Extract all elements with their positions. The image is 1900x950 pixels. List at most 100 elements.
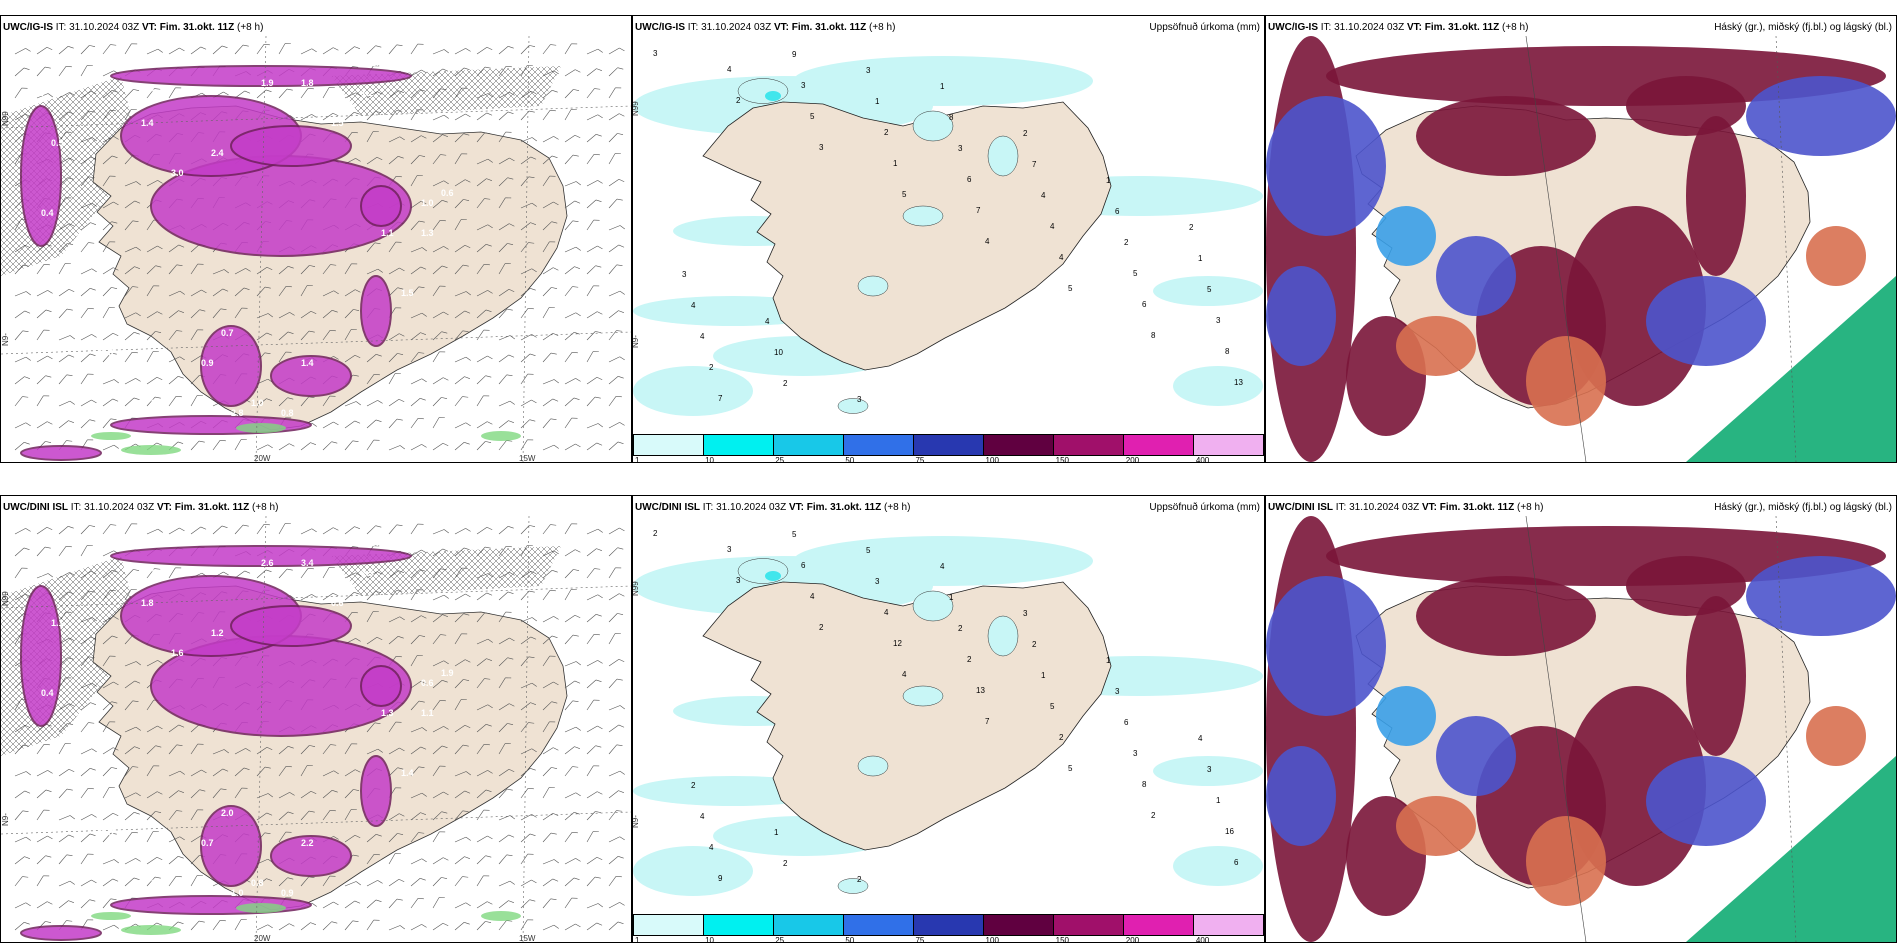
precip-blob — [837, 878, 869, 894]
precip-value: 6 — [1124, 718, 1129, 727]
wind-barb — [586, 311, 603, 319]
precip-blob — [987, 615, 1019, 657]
wind-value: 0.81 — [151, 398, 169, 408]
wind-barb — [80, 545, 93, 557]
wind-barb — [608, 87, 622, 99]
precip-value: 1 — [893, 159, 898, 168]
precip-value: 4 — [810, 592, 815, 601]
wind-barb — [498, 131, 512, 143]
wind-barb — [388, 813, 405, 821]
wind-barb — [80, 636, 97, 645]
wind-barb — [190, 875, 203, 887]
wind-barb — [432, 634, 447, 645]
wind-barb — [454, 356, 471, 363]
wind-barb — [542, 418, 557, 429]
wind-barb — [80, 288, 96, 297]
wind-barb — [432, 699, 446, 711]
wind-value: 1.5 — [101, 828, 114, 838]
precip-streak — [360, 275, 392, 347]
wind-barb — [432, 219, 446, 231]
wind-barb — [256, 766, 271, 777]
wind-barb — [168, 836, 185, 843]
panel-bottom-cloud: UWC/DINI ISL IT: 31.10.2024 03Z VT: Fim.… — [1265, 495, 1897, 943]
precip-value: 5 — [866, 546, 871, 555]
wind-barb — [344, 743, 358, 755]
wind-value: 1.9 — [181, 438, 194, 448]
wind-barb — [102, 44, 117, 55]
wind-barb — [366, 748, 383, 755]
wind-barb — [168, 376, 184, 385]
wind-barb — [586, 903, 603, 909]
wind-barb — [14, 744, 29, 755]
wind-barb — [102, 655, 116, 667]
wind-barb — [454, 902, 471, 909]
cloud-blob — [1266, 746, 1336, 846]
precip-value: 1 — [1106, 656, 1111, 665]
precip-value: 3 — [736, 576, 741, 585]
wind-barb — [498, 400, 515, 407]
wind-barb — [366, 591, 382, 601]
wind-barb — [410, 312, 427, 319]
wind-barb — [80, 748, 97, 755]
wind-barb — [432, 68, 449, 77]
wind-barb — [410, 655, 423, 667]
wind-barb — [256, 924, 273, 931]
wind-barb — [564, 726, 581, 733]
wind-barb — [102, 589, 116, 601]
precip-value: 4 — [940, 562, 945, 571]
precip-value: 3 — [1115, 687, 1120, 696]
wind-barb — [146, 765, 160, 777]
wind-barb — [476, 704, 493, 711]
wind-barb — [58, 400, 75, 407]
colorbar-swatch — [1124, 435, 1194, 455]
wind-value: 1.8 — [141, 598, 154, 608]
wind-barb — [586, 594, 603, 601]
precip-streak — [110, 545, 412, 567]
wind-barb — [146, 568, 161, 579]
precip-value: 2 — [736, 96, 741, 105]
wind-barb — [102, 155, 118, 165]
wind-barb — [212, 439, 226, 451]
wind-barb — [322, 441, 338, 451]
wind-barb — [322, 290, 339, 297]
wind-barb — [190, 289, 207, 297]
wind-barb — [608, 422, 625, 429]
wind-barb — [124, 332, 140, 341]
wind-barb — [14, 356, 31, 363]
wind-barb — [410, 681, 427, 689]
wind-barb — [58, 243, 74, 253]
wind-barb — [146, 811, 162, 821]
precip-streak — [270, 355, 352, 397]
colorbar-swatch — [844, 435, 914, 455]
wind-barb — [234, 287, 250, 297]
wind-barb — [124, 181, 141, 187]
wind-barb — [586, 265, 602, 275]
wind-barb — [58, 263, 71, 275]
wind-barb — [542, 241, 556, 253]
wind-barb — [542, 90, 558, 99]
wind-barb — [14, 547, 30, 557]
wind-barb — [124, 109, 137, 121]
wind-barb — [564, 332, 580, 341]
wind-barb — [80, 156, 97, 165]
wind-barb — [388, 570, 405, 579]
wind-barb — [388, 44, 403, 55]
wind-barb — [542, 398, 559, 407]
wind-barb — [14, 67, 30, 77]
wind-barb — [212, 45, 228, 55]
wind-barb — [564, 69, 581, 77]
colorbar-swatch — [634, 915, 704, 935]
green-patch — [481, 431, 521, 441]
wind-barb — [388, 399, 405, 407]
precip-value: 2 — [884, 128, 889, 137]
wind-barb — [564, 831, 578, 843]
cloud-blob — [1646, 276, 1766, 366]
wind-barb — [278, 285, 292, 297]
wind-barb — [146, 377, 163, 385]
wind-barb — [344, 900, 361, 909]
wind-value: 3.4 — [301, 558, 314, 568]
wind-barb — [36, 421, 53, 429]
wind-barb — [608, 527, 625, 535]
wind-barb — [80, 656, 95, 667]
wind-barb — [146, 285, 160, 297]
